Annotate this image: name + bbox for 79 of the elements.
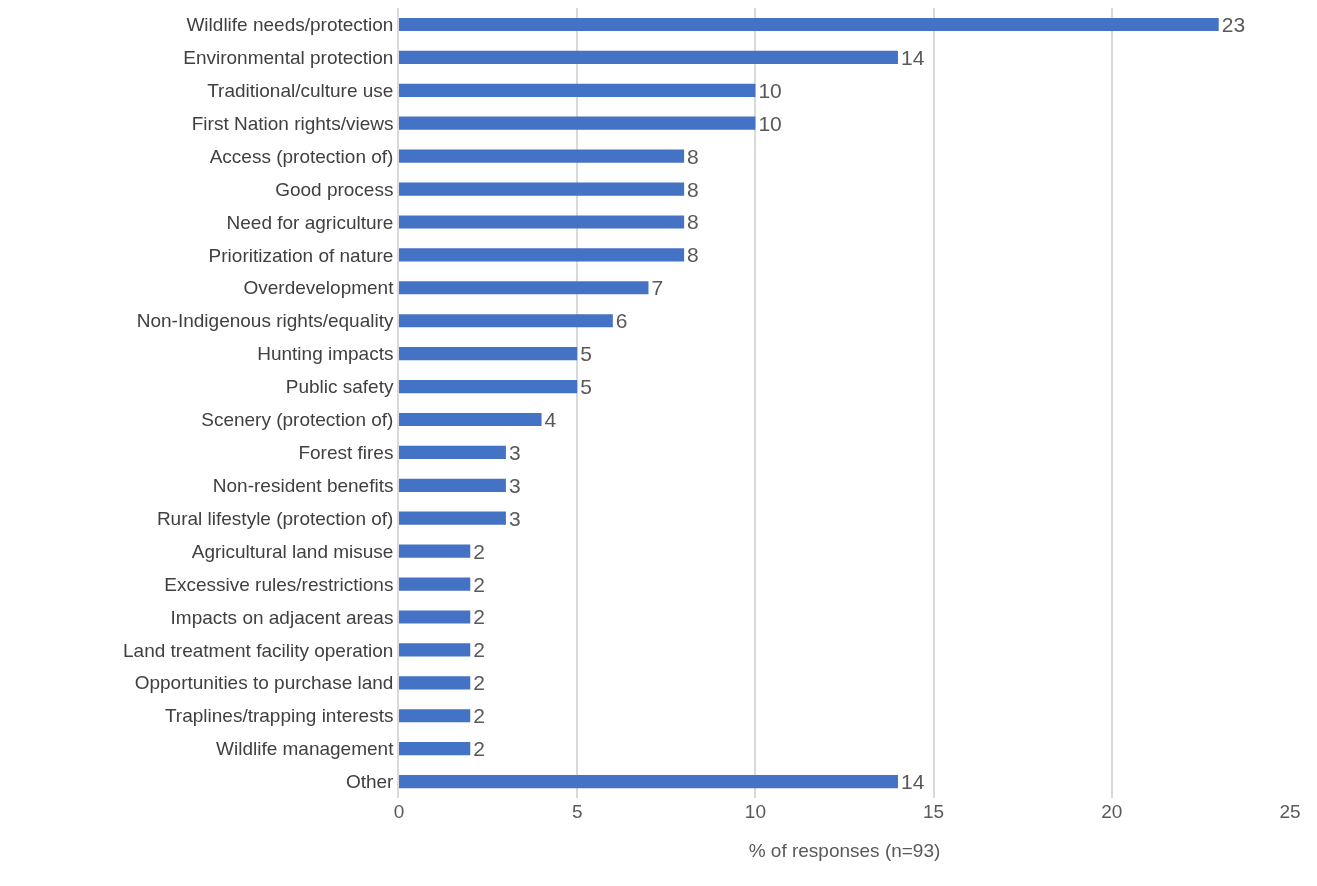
x-tick-label: 25 (1279, 801, 1301, 822)
data-label: 8 (687, 144, 699, 168)
bar (399, 50, 898, 64)
y-tick-label: Need for agriculture (226, 211, 394, 233)
y-tick-label: Rural lifestyle (protection of) (156, 507, 394, 529)
data-label: 14 (900, 770, 925, 794)
y-tick-label: Agricultural land misuse (191, 540, 394, 562)
bar (399, 511, 506, 525)
y-tick-label: First Nation rights/views (191, 112, 394, 134)
bar (399, 17, 1219, 32)
data-label: 5 (580, 342, 592, 366)
bar (399, 248, 685, 262)
bar (399, 149, 685, 163)
bar (399, 83, 756, 97)
data-label: 2 (473, 737, 485, 761)
y-tick-label: Non-Indigenous rights/equality (136, 310, 394, 332)
x-tick-label: 10 (744, 801, 766, 822)
y-tick-label: Wildlife needs/protection (186, 14, 394, 36)
y-tick-label: Overdevelopment (243, 277, 395, 299)
y-tick-label: Public safety (285, 376, 394, 398)
y-tick-label: Wildlife management (216, 738, 395, 760)
bar (399, 610, 471, 624)
bar (399, 478, 506, 492)
bar (399, 676, 471, 690)
x-tick-label: 5 (571, 801, 583, 822)
y-tick-label: Environmental protection (183, 47, 394, 69)
y-tick-label: Hunting impacts (257, 343, 394, 365)
data-label: 8 (687, 243, 699, 267)
y-tick-label: Forest fires (298, 442, 394, 464)
y-tick-label: Impacts on adjacent areas (170, 606, 394, 628)
x-axis-title: % of responses (n=93) (748, 839, 941, 861)
data-label: 2 (473, 704, 485, 728)
y-tick-label: Excessive rules/restrictions (164, 573, 394, 595)
data-label: 2 (473, 605, 485, 629)
data-label: 8 (687, 210, 699, 234)
x-tick-label: 15 (923, 801, 945, 822)
y-tick-label: Land treatment facility operation (123, 639, 394, 661)
data-label: 6 (615, 309, 628, 333)
y-tick-label: Prioritization of nature (208, 244, 394, 266)
bar (399, 774, 898, 789)
data-label: 3 (508, 473, 521, 497)
x-tick-label: 20 (1101, 801, 1123, 822)
y-tick-label: Traplines/trapping interests (164, 705, 394, 727)
x-tick-label: 0 (393, 801, 405, 822)
data-label: 10 (758, 111, 782, 135)
data-label: 2 (473, 671, 485, 695)
y-tick-label: Scenery (protection of) (201, 409, 394, 431)
bar (399, 412, 542, 427)
bar (399, 544, 471, 558)
bar (399, 643, 471, 657)
data-label: 10 (758, 78, 782, 102)
y-tick-label: Access (protection of) (209, 145, 394, 167)
bar (399, 577, 471, 591)
bar (399, 709, 471, 723)
data-label: 23 (1221, 12, 1246, 36)
y-tick-label: Non-resident benefits (212, 474, 394, 496)
bar (399, 281, 649, 295)
bar (399, 347, 578, 361)
data-label: 2 (473, 638, 485, 662)
data-label: 5 (580, 375, 592, 399)
data-label: 8 (687, 177, 699, 201)
y-tick-label: Traditional/culture use (207, 79, 394, 101)
bar (399, 314, 613, 328)
bar (399, 215, 685, 229)
data-label: 3 (508, 440, 521, 464)
y-tick-label: Good process (275, 178, 394, 200)
y-tick-label: Opportunities to purchase land (134, 672, 394, 694)
bar (399, 182, 685, 196)
data-label: 4 (544, 407, 557, 431)
bar (399, 379, 578, 394)
y-tick-label: Other (345, 771, 395, 793)
data-label: 14 (900, 45, 925, 69)
bar (399, 116, 756, 130)
data-label: 3 (508, 506, 521, 530)
data-label: 7 (651, 276, 664, 300)
data-label: 2 (473, 539, 485, 563)
bar (399, 742, 471, 756)
data-label: 2 (473, 572, 485, 596)
bar (399, 445, 506, 459)
